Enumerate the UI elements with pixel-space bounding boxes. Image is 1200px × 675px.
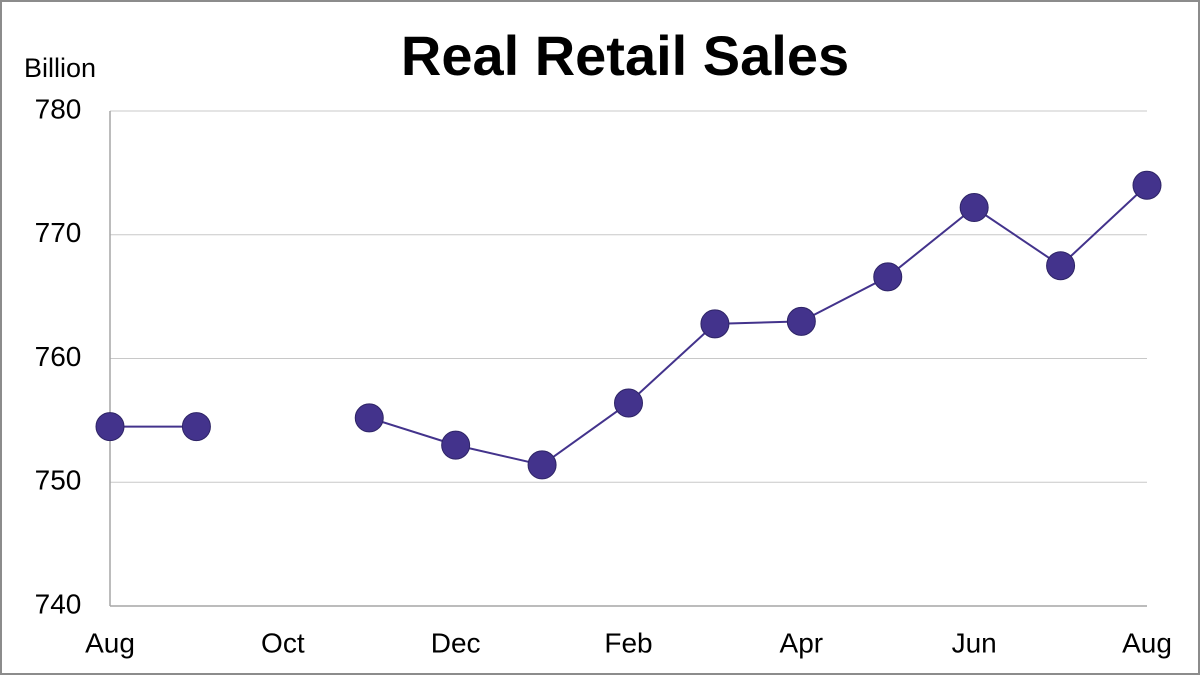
y-tick-label: 740	[35, 588, 82, 619]
x-tick-label: Feb	[604, 627, 652, 658]
y-tick-label: 750	[35, 465, 82, 496]
data-point	[181, 412, 211, 442]
data-point	[786, 306, 816, 336]
y-tick-label: 780	[35, 93, 82, 124]
data-point	[614, 388, 643, 418]
x-tick-label: Aug	[1122, 627, 1172, 658]
series-line	[368, 184, 1148, 467]
data-point	[527, 450, 557, 480]
data-point	[1132, 170, 1162, 200]
x-tick-label: Oct	[261, 627, 305, 658]
x-tick-label: Jun	[952, 627, 997, 658]
data-point	[354, 403, 384, 433]
x-tick-label: Apr	[780, 627, 824, 658]
data-point	[959, 193, 989, 223]
x-tick-label: Aug	[85, 627, 135, 658]
y-tick-label: 770	[35, 217, 82, 248]
y-axis-label: Billion	[24, 53, 96, 83]
data-point	[95, 412, 125, 442]
chart-title: Real Retail Sales	[401, 24, 849, 87]
data-point	[1046, 251, 1076, 281]
y-tick-label: 760	[35, 341, 82, 372]
data-point	[873, 262, 903, 292]
data-point	[441, 430, 471, 460]
data-point	[700, 309, 730, 339]
x-tick-label: Dec	[431, 627, 481, 658]
